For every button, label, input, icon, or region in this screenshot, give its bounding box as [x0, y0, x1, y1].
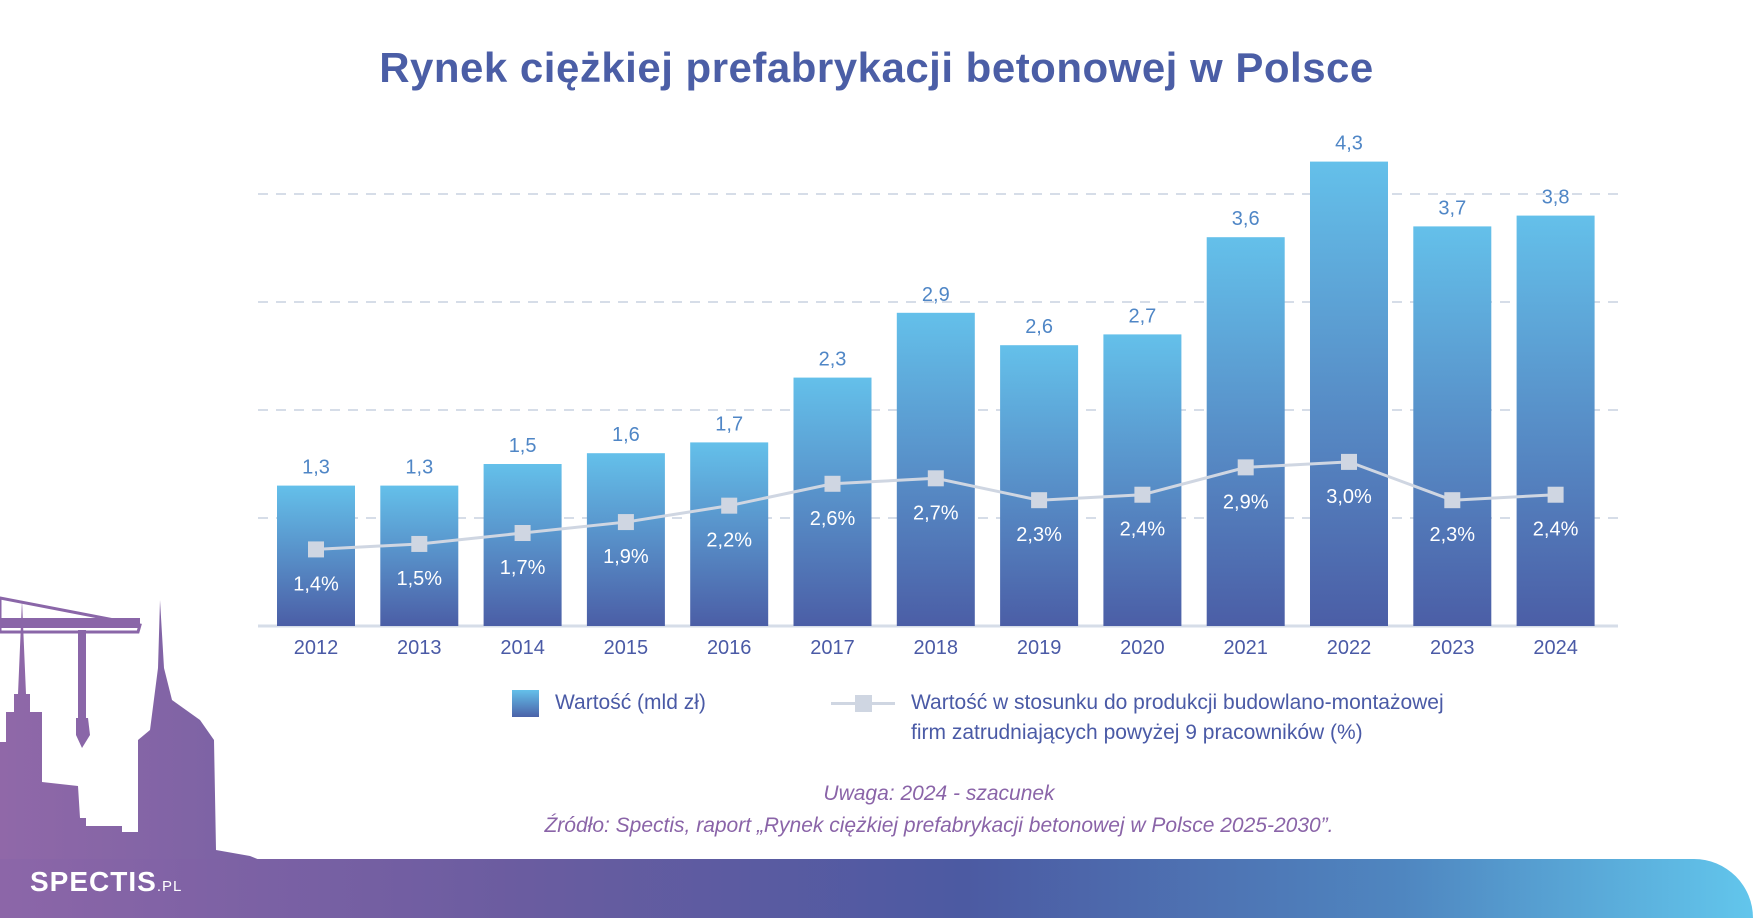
- line-value-label: 2,4%: [1120, 519, 1166, 541]
- line-point-marker: [1031, 492, 1048, 509]
- line-point-marker: [1237, 459, 1254, 476]
- x-tick-label: 2024: [1533, 637, 1578, 659]
- x-tick-label: 2020: [1120, 637, 1165, 659]
- bar: [1103, 334, 1182, 626]
- bar: [1310, 161, 1388, 626]
- chart-title: Rynek ciężkiej prefabrykacji betonowej w…: [379, 44, 1374, 91]
- x-tick-label: 2019: [1017, 637, 1062, 659]
- city-skyline-crane-illustration: [0, 596, 260, 860]
- x-tick-label: 2023: [1430, 637, 1475, 659]
- line-point-marker: [1547, 486, 1564, 503]
- x-tick-label: 2022: [1327, 637, 1372, 659]
- bar-value-label: 2,3: [819, 349, 847, 371]
- bar: [690, 442, 769, 626]
- x-tick-label: 2017: [810, 637, 855, 659]
- line-value-label: 1,7%: [500, 557, 546, 579]
- line-point-marker: [824, 475, 841, 492]
- x-tick-label: 2014: [500, 637, 545, 659]
- line-point-marker: [514, 525, 531, 542]
- line-point-marker: [308, 541, 324, 558]
- line-point-marker: [1341, 453, 1357, 470]
- line-point-marker: [411, 535, 428, 552]
- x-tick-label: 2013: [397, 637, 442, 659]
- x-tick-label: 2012: [294, 637, 339, 659]
- bar-value-label: 1,6: [612, 424, 640, 446]
- bar-value-label: 3,7: [1438, 197, 1466, 219]
- line-value-label: 2,9%: [1223, 491, 1269, 513]
- legend-bar-swatch: [512, 689, 539, 717]
- x-tick-label: 2016: [707, 637, 752, 659]
- line-point-marker: [1444, 492, 1461, 509]
- spectis-logo: SPECTIS.PL: [30, 866, 183, 897]
- line-point-marker: [721, 497, 738, 514]
- line-value-label: 1,4%: [293, 573, 339, 595]
- bar-value-label: 1,3: [302, 457, 330, 479]
- bar-value-label: 1,5: [509, 435, 537, 457]
- line-value-label: 2,3%: [1430, 524, 1476, 546]
- x-tick-label: 2015: [604, 637, 649, 659]
- bar-value-label: 2,7: [1128, 305, 1156, 327]
- bar-value-label: 1,3: [405, 457, 433, 479]
- bar: [1000, 345, 1079, 626]
- legend-bar-label: Wartość (mld zł): [555, 691, 706, 714]
- line-value-label: 1,5%: [397, 568, 443, 590]
- bar: [380, 485, 459, 626]
- x-tick-label: 2018: [914, 637, 959, 659]
- bar: [1206, 237, 1285, 626]
- line-value-label: 2,7%: [913, 502, 959, 524]
- legend-line-label-1: Wartość w stosunku do produkcji budowlan…: [911, 691, 1444, 714]
- line-point-marker: [617, 514, 634, 531]
- x-tick-label: 2021: [1223, 637, 1268, 659]
- line-value-label: 1,9%: [603, 546, 649, 568]
- footer-band: [0, 859, 1753, 918]
- line-value-label: 3,0%: [1326, 486, 1372, 508]
- bar-value-label: 4,3: [1335, 133, 1363, 155]
- bar-value-label: 3,6: [1232, 208, 1260, 230]
- bar-value-label: 2,6: [1025, 316, 1053, 338]
- line-value-label: 2,4%: [1533, 519, 1579, 541]
- line-value-label: 2,6%: [810, 508, 856, 530]
- bar-value-label: 3,8: [1542, 187, 1570, 209]
- source-note: Źródło: Spectis, raport „Rynek ciężkiej …: [544, 814, 1334, 837]
- legend-line-label-2: firm zatrudniających powyżej 9 pracownik…: [911, 721, 1363, 744]
- bar-value-label: 1,7: [715, 413, 743, 435]
- line-point-marker: [927, 470, 944, 487]
- line-value-label: 2,2%: [706, 530, 752, 552]
- legend-line-swatch: [831, 688, 895, 718]
- legend-item-line: Wartość w stosunku do produkcji budowlan…: [831, 688, 1444, 748]
- bar: [483, 464, 562, 626]
- remark-note: Uwaga: 2024 - szacunek: [823, 782, 1055, 805]
- legend-item-bar: Wartość (mld zł): [512, 688, 706, 718]
- bar: [586, 453, 665, 626]
- bar: [793, 377, 872, 626]
- line-point-marker: [1134, 486, 1151, 503]
- bar: [1516, 215, 1595, 626]
- bar: [1413, 226, 1492, 626]
- bar: [896, 312, 975, 626]
- bar-value-label: 2,9: [922, 284, 950, 306]
- line-value-label: 2,3%: [1016, 524, 1062, 546]
